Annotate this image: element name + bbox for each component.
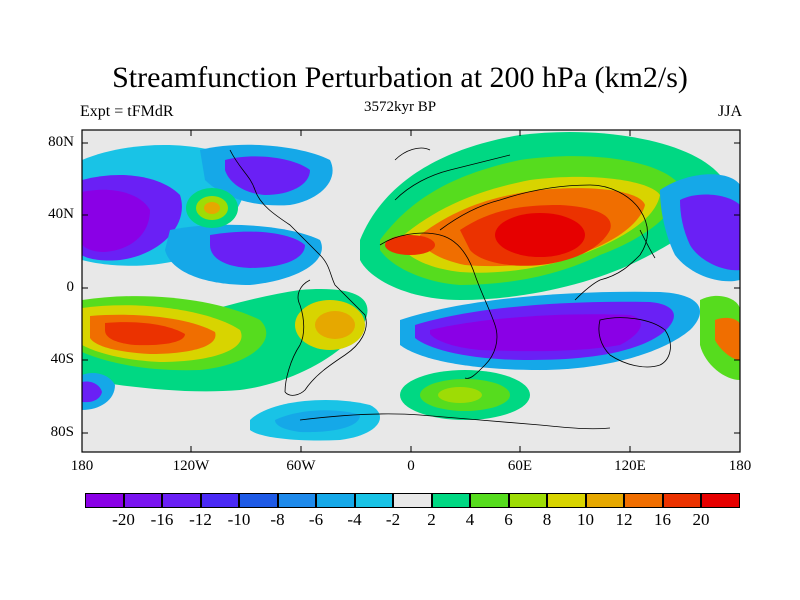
- colorbar-swatch: [277, 493, 316, 508]
- colorbar-tick-label: 16: [654, 510, 671, 529]
- colorbar-tick-label: 12: [615, 510, 633, 529]
- colorbar-swatch: [662, 493, 701, 508]
- colorbar-tick-label: 2: [427, 510, 436, 529]
- colorbar-swatch: [431, 493, 470, 508]
- lon-label-0: 0: [407, 458, 415, 474]
- season-label: JJA: [717, 103, 742, 120]
- colorbar-swatch: [239, 493, 278, 508]
- lat-label-40s: 40S: [50, 351, 74, 367]
- time-label: 3572kyr BP: [363, 99, 437, 115]
- colorbar-swatch: [701, 493, 740, 508]
- colorbar-tick-label: -16: [150, 510, 174, 529]
- colorbar-swatch: [316, 493, 355, 508]
- colorbar-swatch: [393, 493, 432, 508]
- lat-label-80s: 80S: [50, 424, 74, 440]
- colorbar-tick-label: -8: [270, 510, 285, 529]
- colorbar-swatch: [162, 493, 201, 508]
- colorbar-swatch: [585, 493, 624, 508]
- colorbar-tick-label: 10: [577, 510, 594, 529]
- colorbar-tick-label: -4: [347, 510, 362, 529]
- colorbar-tick-label: 8: [542, 510, 552, 529]
- colorbar-tick-label: -6: [308, 510, 324, 529]
- colorbar-swatch: [85, 493, 124, 508]
- lon-label-180w: 180: [70, 458, 94, 474]
- colorbar-tick-label: -20: [112, 510, 135, 529]
- lon-label-60e: 60E: [507, 458, 533, 474]
- colorbar-swatch: [470, 493, 509, 508]
- colorbar-swatch: [200, 493, 239, 508]
- lon-label-60w: 60W: [286, 458, 316, 474]
- lon-label-120w: 120W: [172, 458, 210, 474]
- colorbar-tick-label: 20: [692, 510, 710, 529]
- colorbar-tick-label: -10: [227, 510, 251, 529]
- lat-label-0: 0: [66, 279, 75, 295]
- colorbar-tick-label: -2: [385, 510, 401, 529]
- colorbar-swatch: [508, 493, 547, 508]
- colorbar-swatch: [547, 493, 586, 508]
- experiment-label: Expt = tFMdR: [80, 103, 174, 120]
- colorbar-swatch: [123, 493, 162, 508]
- ticks: [82, 130, 740, 452]
- contour-fields: [82, 131, 740, 441]
- colorbar-swatch: [624, 493, 663, 508]
- colorbar: [85, 493, 740, 508]
- colorbar-tick-label: 4: [465, 510, 475, 529]
- lat-label-80n: 80N: [48, 134, 74, 150]
- lat-label-40n: 40N: [48, 206, 74, 222]
- chart-title: Streamfunction Perturbation at 200 hPa (…: [112, 61, 688, 94]
- lon-label-120e: 120E: [614, 458, 646, 474]
- colorbar-tick-label: 6: [504, 510, 513, 529]
- colorbar-swatch: [354, 493, 393, 508]
- lon-label-180e: 180: [728, 458, 752, 474]
- colorbar-tick-label: -12: [189, 510, 212, 529]
